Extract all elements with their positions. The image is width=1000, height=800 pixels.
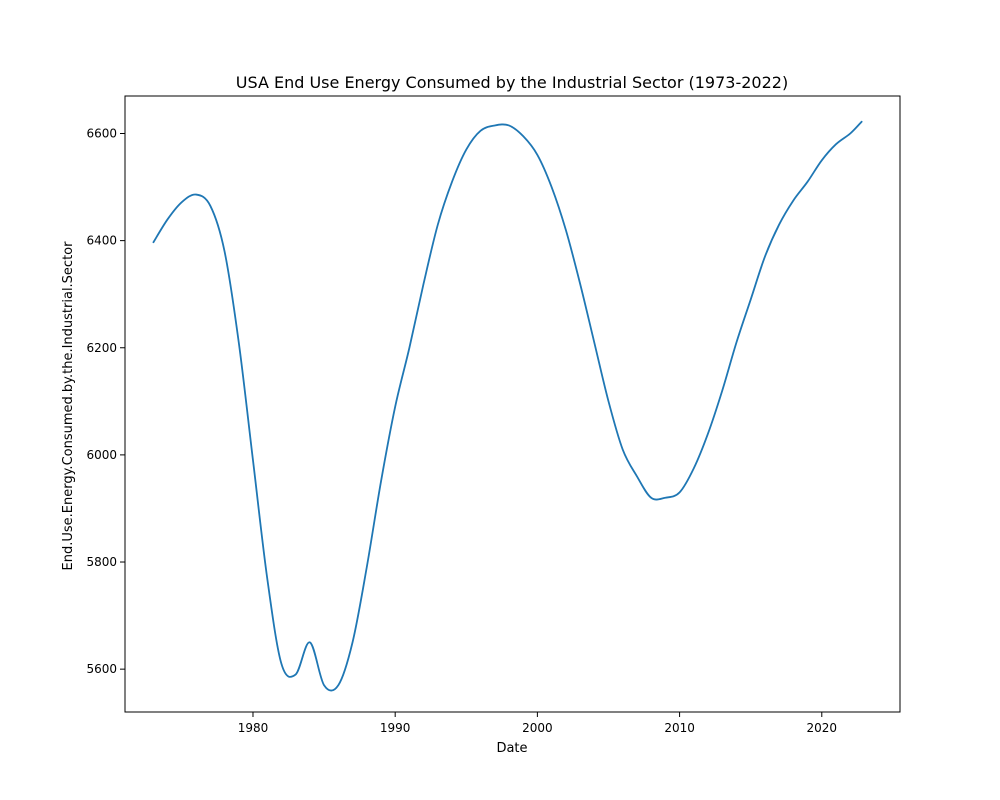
chart-title: USA End Use Energy Consumed by the Indus… — [236, 73, 788, 92]
y-tick-label: 5800 — [86, 555, 117, 569]
x-tick-label: 1980 — [238, 721, 269, 735]
y-tick-label: 6600 — [86, 126, 117, 140]
y-tick-label: 5600 — [86, 662, 117, 676]
x-axis: 1980 1990 2000 2010 2020 — [238, 712, 837, 735]
y-tick-label: 6200 — [86, 341, 117, 355]
series-line — [152, 120, 863, 692]
x-tick-label: 2020 — [807, 721, 838, 735]
plot-frame — [124, 95, 901, 713]
y-axis: 5600 5800 6000 6200 6400 6600 — [86, 126, 125, 676]
x-axis-label: Date — [496, 741, 527, 756]
y-tick-label: 6400 — [86, 234, 117, 248]
x-tick-label: 2010 — [664, 721, 695, 735]
y-axis-label: End.Use.Energy.Consumed.by.the.Industria… — [61, 241, 76, 571]
x-tick-label: 1990 — [380, 721, 411, 735]
y-tick-label: 6000 — [86, 448, 117, 462]
x-tick-label: 2000 — [522, 721, 553, 735]
